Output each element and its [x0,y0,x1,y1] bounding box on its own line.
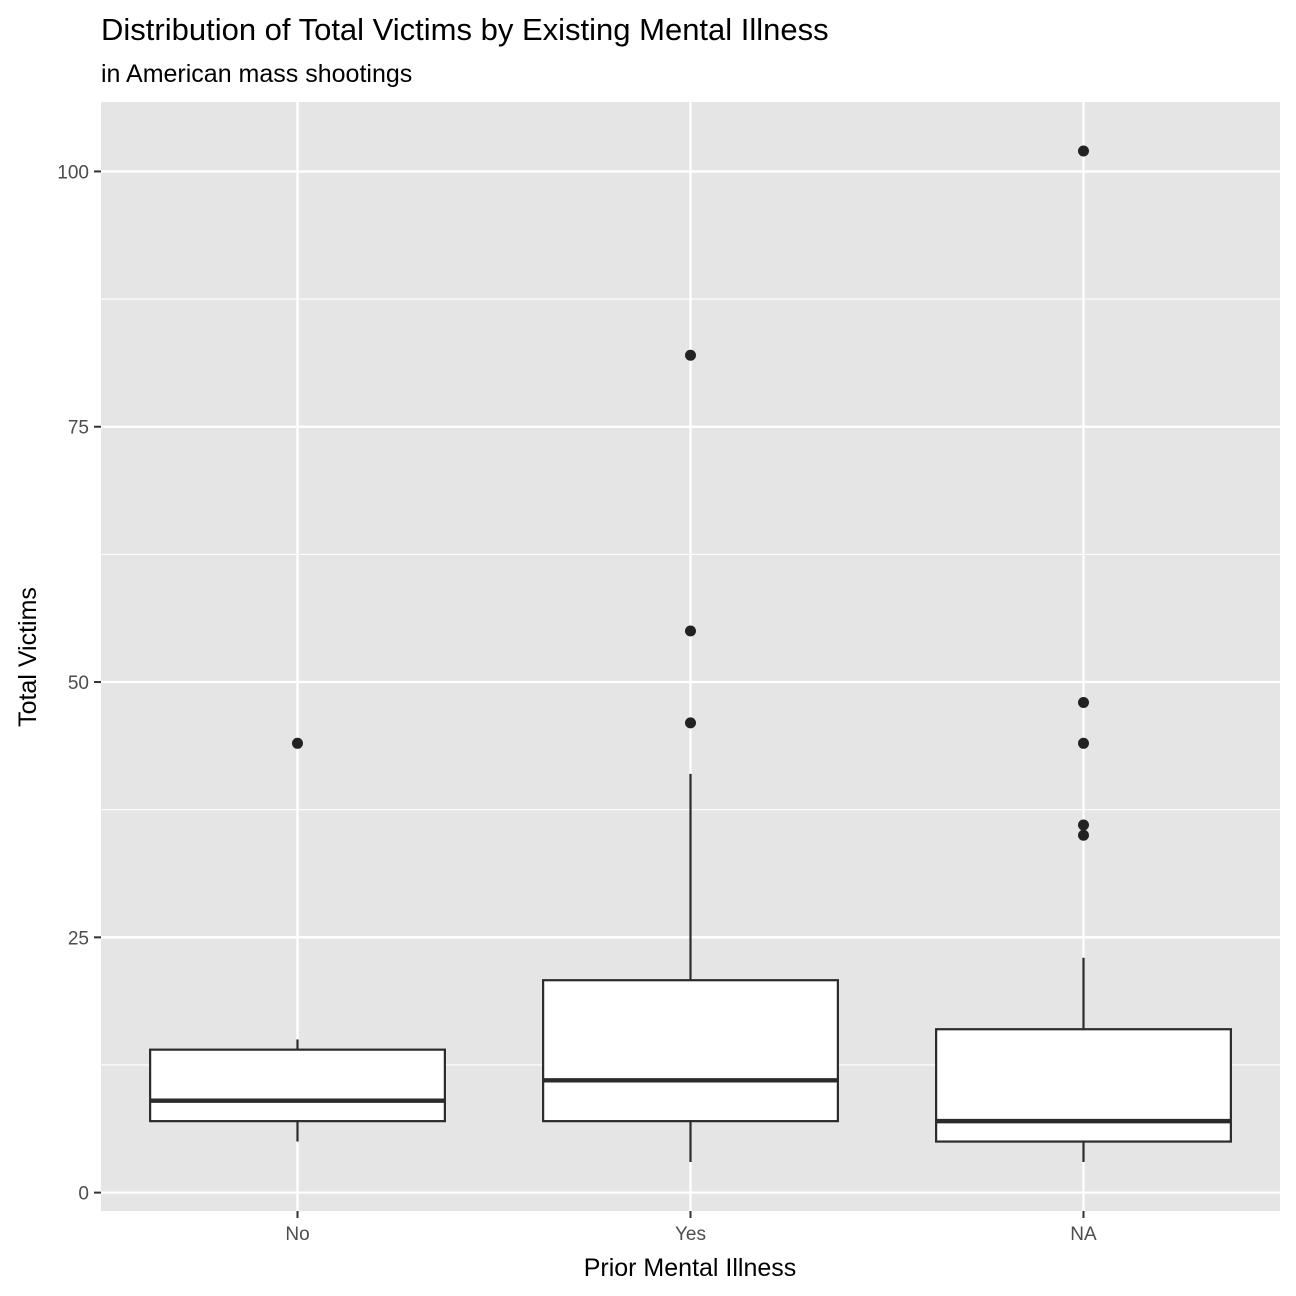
x-tick-label: No [285,1224,309,1245]
box-na [935,145,1232,1162]
y-tick-label: 75 [68,418,89,439]
outlier-point [1078,696,1089,708]
outlier-point [1078,145,1089,157]
x-axis: No Yes NA [285,1211,1097,1245]
outlier-point [1078,819,1089,831]
y-axis-title: Total Victims [14,587,42,727]
y-axis: 0 25 50 75 100 [57,162,101,1205]
y-tick-label: 25 [68,928,89,949]
outlier-point [685,349,696,361]
chart-title: Distribution of Total Victims by Existin… [101,12,829,47]
iqr-box [542,979,839,1123]
x-axis-title: Prior Mental Illness [584,1254,797,1282]
box-yes [542,349,839,1162]
y-tick-label: 100 [57,162,89,183]
iqr-box [935,1028,1232,1143]
iqr-box [149,1048,446,1123]
outlier-point [292,737,303,749]
outlier-point [685,625,696,637]
x-tick-label: Yes [675,1224,706,1245]
outlier-point [685,717,696,729]
y-tick-label: 50 [68,673,89,694]
x-tick-label: NA [1070,1224,1097,1245]
y-tick-label: 0 [78,1184,89,1205]
outlier-point [1078,737,1089,749]
box-series [149,145,1232,1162]
chart-subtitle: in American mass shootings [101,60,412,88]
box-no [149,737,446,1142]
outlier-point [1078,829,1089,841]
